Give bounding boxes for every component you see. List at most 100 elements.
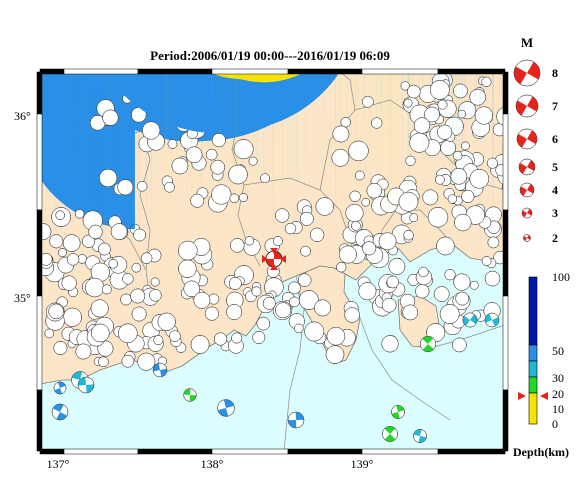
earthquake-beachball	[284, 72, 297, 235]
depth-tick-10: 10	[552, 402, 564, 416]
earthquake-beachball	[400, 72, 410, 91]
earthquake-beachball	[40, 72, 232, 266]
earthquake-beachball	[452, 72, 467, 353]
earthquake-beachball	[252, 72, 266, 344]
magnitude-legend-ball	[518, 158, 536, 176]
earthquake-beachball	[348, 72, 369, 162]
earthquake-beachball	[230, 72, 245, 253]
earthquake-beachball	[326, 72, 346, 346]
earthquake-beachball	[231, 72, 243, 344]
y-tick-35: 35°	[14, 291, 31, 305]
earthquake-beachball	[205, 72, 218, 161]
earthquake-beachball	[309, 72, 325, 242]
earthquake-beachball	[450, 72, 468, 185]
earthquake-beachball	[361, 72, 374, 108]
magnitude-legend-ball	[515, 94, 539, 118]
depth-label: Depth(km)	[513, 445, 569, 459]
depth-bar-green	[528, 376, 538, 394]
x-axis-labels: 137° 138° 139°	[47, 457, 374, 471]
magnitude-level-label: 4	[552, 183, 558, 197]
magnitude-level-label: 2	[552, 231, 558, 245]
earthquake-beachball	[150, 72, 160, 287]
earthquake-beachball	[91, 72, 306, 343]
earthquake-beachball	[300, 72, 311, 257]
earthquake-beachball	[294, 72, 304, 334]
earthquake-beachball	[422, 72, 439, 206]
x-tick-137: 137°	[47, 457, 70, 471]
map-frame-ticks	[36, 68, 509, 455]
earthquake-beachball	[110, 72, 128, 240]
earthquake-beachball	[118, 72, 303, 344]
earthquake-beachball	[455, 72, 470, 306]
magnitude-label: M	[521, 35, 533, 50]
earthquake-beachball	[366, 72, 383, 199]
earthquake-beachball	[297, 72, 312, 287]
earthquake-beachball	[439, 72, 460, 324]
earthquake-beachball	[424, 72, 440, 123]
magnitude-legend-ball	[513, 59, 541, 87]
earthquake-beachball	[185, 72, 203, 164]
earthquake-beachball	[102, 72, 119, 126]
magnitude-legend-ball	[519, 182, 535, 198]
magnitude-legend-ball	[523, 234, 531, 242]
earthquake-beachball	[117, 72, 134, 196]
earthquake-beachball	[57, 72, 219, 258]
earthquake-beachball	[152, 362, 168, 378]
earthquake-beachball	[391, 405, 405, 419]
earthquake-beachball	[435, 72, 445, 185]
earthquake-beachball	[98, 72, 111, 256]
earthquake-beachball	[304, 72, 325, 342]
earthquake-beachball	[325, 72, 345, 364]
earthquake-beachball	[75, 72, 330, 360]
earthquake-beachball	[51, 403, 69, 421]
earthquake-beachball	[469, 72, 490, 189]
earthquake-beachball	[204, 72, 219, 321]
earthquake-beachball	[469, 72, 487, 106]
magnitude-level-label: 7	[552, 99, 558, 113]
earthquake-beachball	[429, 72, 450, 100]
earthquake-beachball	[275, 72, 290, 223]
earthquake-beachball	[210, 72, 226, 175]
earthquake-beachball	[349, 72, 361, 202]
earthquake-beachball	[62, 72, 199, 252]
earthquake-beachball	[142, 72, 161, 140]
earthquake-beachball	[90, 72, 278, 318]
earthquake-beachball	[452, 72, 463, 161]
earthquake-beachball	[371, 72, 383, 129]
earthquake-beachball	[461, 72, 475, 203]
earthquake-beachball	[169, 72, 290, 342]
earthquake-beachball	[492, 72, 505, 137]
earthquake-beachball	[433, 72, 450, 302]
earthquake-beachball	[61, 72, 252, 291]
earthquake-beachball	[88, 72, 103, 240]
earthquake-beachball	[299, 72, 314, 226]
magnitude-level-label: 3	[552, 206, 558, 220]
earthquake-beachball	[493, 72, 505, 265]
earthquake-beachball	[137, 72, 332, 371]
earthquake-beachball	[407, 72, 421, 99]
earthquake-beachball	[289, 72, 300, 308]
earthquake-beachball	[178, 72, 198, 261]
earthquake-beachball	[336, 72, 347, 273]
earthquake-beachball	[99, 72, 118, 188]
earthquake-beachball	[228, 72, 248, 185]
earthquake-beachball	[332, 72, 350, 143]
earthquake-beachball	[469, 72, 479, 290]
earthquake-beachball	[362, 72, 377, 256]
earthquake-beachball	[453, 72, 471, 291]
earthquake-beachball	[457, 72, 467, 119]
period-title: Period:2006/01/19 00:00---2016/01/19 06:…	[150, 48, 390, 63]
earthquake-beachball	[402, 72, 419, 321]
earthquake-beachball	[354, 72, 365, 181]
magnitude-legend-ball	[521, 207, 533, 219]
earthquake-beachball	[418, 72, 429, 278]
depth-marker	[518, 392, 548, 400]
earthquake-beachball	[164, 72, 175, 193]
earthquake-beachball	[474, 72, 493, 125]
depth-tick-30: 30	[552, 371, 564, 385]
earthquake-beachball	[85, 72, 253, 298]
earthquake-beachball	[121, 72, 336, 368]
earthquake-beachball	[462, 312, 478, 328]
x-tick-139: 139°	[351, 457, 374, 471]
